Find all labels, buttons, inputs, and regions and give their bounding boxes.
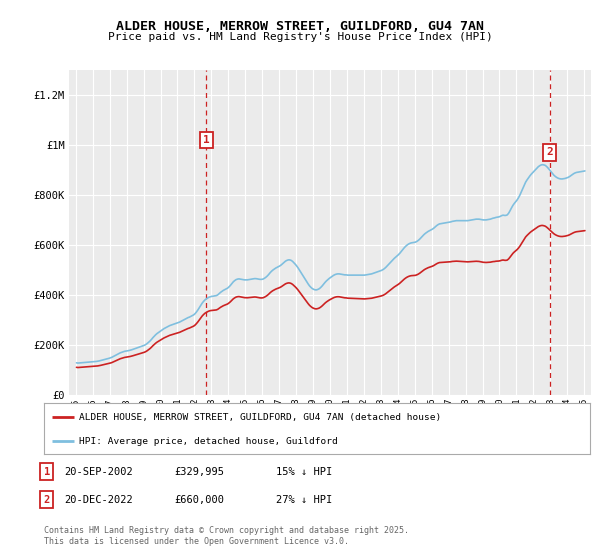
Text: 27% ↓ HPI: 27% ↓ HPI	[276, 494, 332, 505]
Text: Price paid vs. HM Land Registry's House Price Index (HPI): Price paid vs. HM Land Registry's House …	[107, 32, 493, 43]
Text: 15% ↓ HPI: 15% ↓ HPI	[276, 466, 332, 477]
Text: 2: 2	[44, 494, 50, 505]
Text: 20-SEP-2002: 20-SEP-2002	[64, 466, 133, 477]
Text: £660,000: £660,000	[174, 494, 224, 505]
Text: 20-DEC-2022: 20-DEC-2022	[64, 494, 133, 505]
Text: 1: 1	[203, 135, 210, 145]
Text: HPI: Average price, detached house, Guildford: HPI: Average price, detached house, Guil…	[79, 436, 338, 446]
Text: ALDER HOUSE, MERROW STREET, GUILDFORD, GU4 7AN: ALDER HOUSE, MERROW STREET, GUILDFORD, G…	[116, 20, 484, 32]
Text: £329,995: £329,995	[174, 466, 224, 477]
Text: 2: 2	[546, 147, 553, 157]
Text: ALDER HOUSE, MERROW STREET, GUILDFORD, GU4 7AN (detached house): ALDER HOUSE, MERROW STREET, GUILDFORD, G…	[79, 413, 442, 422]
Text: 1: 1	[44, 466, 50, 477]
Text: Contains HM Land Registry data © Crown copyright and database right 2025.
This d: Contains HM Land Registry data © Crown c…	[44, 526, 409, 546]
